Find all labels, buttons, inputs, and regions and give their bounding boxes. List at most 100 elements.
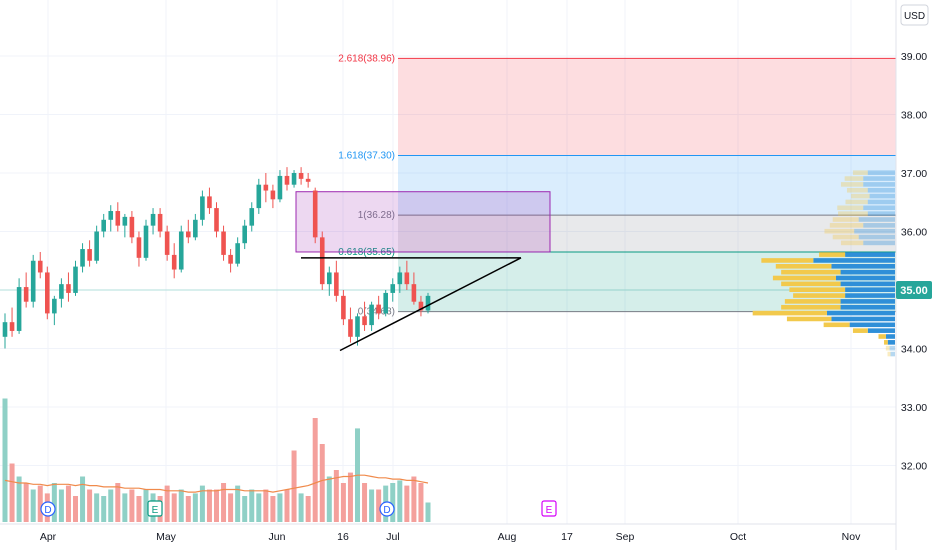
candle-body[interactable] bbox=[411, 284, 417, 302]
candle-body[interactable] bbox=[9, 322, 15, 331]
earnings-marker[interactable] bbox=[147, 500, 163, 517]
candle-body[interactable] bbox=[348, 319, 353, 337]
candle-body[interactable] bbox=[376, 304, 381, 314]
candle-body[interactable] bbox=[101, 219, 106, 232]
volume-bar bbox=[143, 489, 149, 522]
volume-bar bbox=[319, 444, 325, 522]
candle-body[interactable] bbox=[305, 178, 311, 182]
candle-body[interactable] bbox=[214, 208, 219, 232]
drawings[interactable] bbox=[301, 257, 522, 352]
candle-body[interactable] bbox=[122, 216, 128, 226]
vp-row-buy bbox=[781, 281, 841, 287]
volume-bar bbox=[263, 489, 269, 522]
candle-body[interactable] bbox=[404, 272, 410, 285]
candle-body[interactable] bbox=[45, 272, 50, 314]
candle-body[interactable] bbox=[291, 173, 297, 185]
candle-body[interactable] bbox=[150, 213, 156, 226]
vp-row-buy bbox=[784, 299, 841, 304]
candle-body[interactable] bbox=[115, 211, 121, 226]
candle-body[interactable] bbox=[277, 175, 283, 200]
candle-body[interactable] bbox=[312, 190, 318, 238]
candle-body[interactable] bbox=[270, 190, 276, 200]
dividend-marker[interactable] bbox=[40, 501, 56, 517]
candle-body[interactable] bbox=[200, 196, 205, 220]
candle-body[interactable] bbox=[298, 173, 304, 179]
candle-body[interactable] bbox=[256, 184, 262, 209]
candle-body[interactable] bbox=[418, 301, 424, 311]
vp-row-buy bbox=[852, 328, 868, 333]
candle-body[interactable] bbox=[327, 272, 332, 285]
currency-label[interactable]: USD bbox=[900, 4, 929, 26]
candle-body[interactable] bbox=[108, 211, 114, 220]
candle-body[interactable] bbox=[207, 196, 212, 209]
volume-bar bbox=[347, 472, 353, 522]
volume-bar bbox=[270, 496, 276, 522]
candle-body[interactable] bbox=[52, 298, 57, 314]
vp-row-buy bbox=[852, 170, 868, 175]
candle-body[interactable] bbox=[129, 216, 135, 238]
vp-row-buy bbox=[845, 199, 868, 205]
vp-row-buy bbox=[752, 310, 827, 316]
candle-body[interactable] bbox=[235, 243, 240, 264]
candle-body[interactable] bbox=[334, 272, 339, 296]
candle-body[interactable] bbox=[16, 287, 22, 331]
vp-row-buy bbox=[840, 182, 864, 187]
candle-body[interactable] bbox=[23, 287, 29, 302]
candle-body[interactable] bbox=[228, 254, 233, 264]
volume-bar bbox=[249, 489, 255, 522]
candle-body[interactable] bbox=[66, 284, 71, 293]
candle-body[interactable] bbox=[193, 219, 198, 238]
x-tick-label: Apr bbox=[40, 531, 57, 543]
candle-body[interactable] bbox=[178, 231, 184, 270]
vp-row-buy bbox=[823, 322, 850, 328]
candle-body[interactable] bbox=[383, 292, 388, 314]
volume-bar bbox=[326, 476, 332, 522]
candle-body[interactable] bbox=[355, 316, 360, 337]
candle-body[interactable] bbox=[59, 284, 64, 299]
x-tick-label: Nov bbox=[842, 531, 861, 543]
dividend-marker[interactable] bbox=[379, 501, 395, 517]
volume-bar bbox=[277, 493, 283, 522]
candle-body[interactable] bbox=[80, 249, 85, 267]
vp-row-buy bbox=[781, 304, 841, 310]
candle-body[interactable] bbox=[164, 231, 170, 255]
candle-body[interactable] bbox=[390, 284, 396, 293]
candle-body[interactable] bbox=[73, 266, 78, 293]
candle-body[interactable] bbox=[157, 213, 163, 232]
candle-body[interactable] bbox=[362, 316, 367, 326]
candle-body[interactable] bbox=[143, 225, 149, 258]
support-trendline[interactable] bbox=[339, 257, 522, 352]
candle-body[interactable] bbox=[186, 231, 191, 238]
candle-body[interactable] bbox=[249, 208, 255, 226]
candle-body[interactable] bbox=[263, 184, 269, 191]
fib-level-label: 1(36.28) bbox=[358, 210, 395, 221]
candle-body[interactable] bbox=[37, 260, 43, 273]
candle-body[interactable] bbox=[425, 295, 431, 311]
candle-body[interactable] bbox=[94, 231, 99, 261]
candle-body[interactable] bbox=[2, 322, 8, 337]
vp-row-buy bbox=[824, 228, 855, 234]
candle-body[interactable] bbox=[284, 175, 290, 185]
candle-body[interactable] bbox=[242, 225, 247, 244]
candle-body[interactable] bbox=[136, 237, 142, 258]
candle-body[interactable] bbox=[341, 295, 346, 320]
vp-row-buy bbox=[793, 293, 846, 298]
candlesticks[interactable] bbox=[2, 167, 431, 349]
volume-bar bbox=[23, 483, 29, 522]
candle-body[interactable] bbox=[221, 231, 226, 255]
candle-body[interactable] bbox=[30, 260, 36, 302]
volume-bar bbox=[2, 398, 8, 522]
fib-zone bbox=[398, 155, 896, 216]
candle-body[interactable] bbox=[319, 237, 325, 285]
volume-bar bbox=[73, 496, 78, 522]
candle-body[interactable] bbox=[171, 254, 177, 270]
volume-bar bbox=[242, 496, 248, 522]
candle-body[interactable] bbox=[397, 272, 403, 285]
candle-body[interactable] bbox=[87, 249, 92, 261]
purple-rectangle[interactable] bbox=[295, 191, 551, 253]
earnings-marker[interactable] bbox=[541, 500, 557, 517]
candle-body[interactable] bbox=[369, 304, 374, 326]
